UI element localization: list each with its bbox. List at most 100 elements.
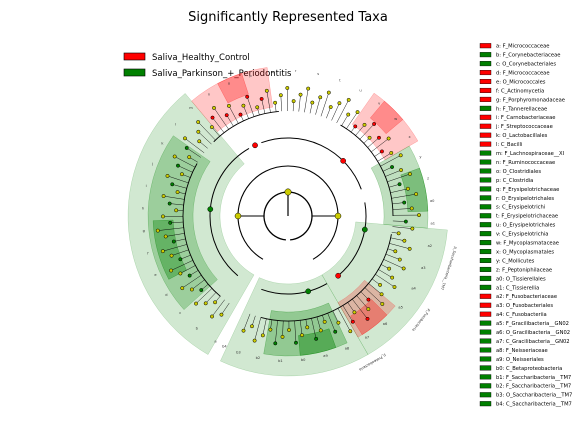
tree-arc xyxy=(182,163,221,297)
taxa-key-swatch xyxy=(479,240,492,246)
leaf-node xyxy=(174,208,179,213)
taxa-key-swatch xyxy=(479,123,492,129)
taxa-key-label: a3: O_Fusobacteriales xyxy=(496,303,553,309)
taxa-key-swatch xyxy=(479,87,492,93)
clade-shade-family xyxy=(350,299,388,336)
tree-branch xyxy=(211,299,225,317)
clade-letter-label: f xyxy=(147,252,149,256)
leaf-node xyxy=(178,271,183,276)
tree-arc xyxy=(260,234,392,322)
clade-letter-label: c xyxy=(179,311,181,315)
tree-branch xyxy=(367,137,380,148)
leaf-node xyxy=(366,297,371,302)
leaf-node xyxy=(167,201,172,206)
clade-shade-class xyxy=(191,67,273,133)
clade-letter-label: v xyxy=(378,101,381,105)
taxa-key-swatch xyxy=(479,275,492,281)
leaf-node xyxy=(168,220,173,225)
clade-shade-class xyxy=(351,92,419,161)
leaf-node xyxy=(273,341,278,346)
legend-label-healthy: Saliva_Healthy_Control xyxy=(152,53,250,63)
tree-branch xyxy=(368,283,382,295)
tree-branch xyxy=(389,243,410,250)
leaf-node xyxy=(189,287,194,292)
leaf-node xyxy=(390,275,395,280)
clade-letter-label: d xyxy=(165,293,167,297)
cladogram-tree xyxy=(155,86,421,346)
tree-branch xyxy=(246,96,255,117)
taxa-key-label: a: F_Micrococcaceae xyxy=(496,44,549,50)
clade-letter-label: b0 xyxy=(301,358,306,362)
taxa-key-label: g: F_Porphyromonadaceae xyxy=(496,97,565,103)
tree-branch xyxy=(387,173,411,183)
leaf-node xyxy=(268,327,273,332)
legend-swatch-healthy xyxy=(123,52,146,61)
leaf-node xyxy=(380,149,384,154)
taxa-key-label: f: C_Actinomycetia xyxy=(496,88,544,94)
taxa-key-label: w: F_Mycoplasmataceae xyxy=(496,241,559,247)
taxa-key-swatch xyxy=(479,96,492,102)
tree-branch xyxy=(300,320,303,336)
leaf-node xyxy=(405,186,410,191)
leaf-node xyxy=(197,139,202,144)
taxa-key-label: k: O_Lactobacillales xyxy=(496,133,548,139)
leaf-node xyxy=(170,182,175,187)
leaf-node xyxy=(397,257,402,262)
leaf-node xyxy=(380,302,385,306)
tree-branch xyxy=(380,155,401,167)
tree-node xyxy=(284,188,292,196)
tree-branch xyxy=(254,317,262,341)
tree-arc xyxy=(261,283,328,295)
taxa-key-swatch xyxy=(479,204,492,210)
leaf-node xyxy=(278,93,283,98)
taxa-key-label: a6: O_Gracilibacteria__GN02 xyxy=(496,330,570,336)
tree-arc xyxy=(261,137,362,190)
leaf-node xyxy=(163,234,168,239)
clade-letter-label: j xyxy=(151,162,153,166)
tree-branch xyxy=(195,288,213,304)
leaf-node xyxy=(165,173,170,178)
taxa-key-swatch xyxy=(479,141,492,147)
leaf-node xyxy=(291,99,296,104)
taxa-key-swatch xyxy=(479,249,492,255)
taxa-key-swatch xyxy=(479,258,492,264)
tree-branch xyxy=(375,274,395,288)
leaf-node xyxy=(187,273,192,278)
tree-branch xyxy=(346,112,358,129)
leaf-node xyxy=(350,319,355,324)
leaf-node xyxy=(372,122,377,126)
tree-branch xyxy=(213,107,229,130)
clade-letter-label: i xyxy=(146,184,147,188)
leaf-node xyxy=(300,333,304,338)
leaf-node xyxy=(212,105,216,110)
clade-letter-label: w xyxy=(394,117,397,121)
tree-branch xyxy=(392,226,413,229)
tree-branch xyxy=(385,169,402,177)
taxa-key-swatch xyxy=(479,383,492,389)
tree-branch xyxy=(315,97,321,115)
tree-branch xyxy=(364,287,383,305)
leaf-node xyxy=(264,88,269,93)
tree-branch xyxy=(392,220,406,222)
tree-branch xyxy=(342,305,353,322)
taxa-key-label: a7: C_Gracilibacteria__GN02 xyxy=(496,339,570,345)
leaf-node xyxy=(389,151,394,155)
tree-branch xyxy=(390,237,405,241)
taxa-key-swatch xyxy=(479,284,492,290)
leaf-node xyxy=(401,266,406,271)
clade-letter-label: k xyxy=(161,142,164,146)
taxa-key-label: y: C_Mollicutes xyxy=(496,258,535,264)
leaf-node xyxy=(196,120,201,124)
taxa-key-label: t: F_Erysipelotrichaceae xyxy=(496,214,558,220)
tree-arc xyxy=(237,165,339,260)
taxa-key-label: i: F_Carnobacteriaceae xyxy=(496,115,555,121)
taxa-key-swatch xyxy=(479,356,492,362)
taxa-key-label: a2: F_Fusobacteriaceae xyxy=(496,294,557,300)
leaf-node xyxy=(250,324,254,329)
taxa-key-label: b: F_Corynebacteriaceae xyxy=(496,53,560,59)
leaf-node xyxy=(417,213,421,218)
tree-node xyxy=(234,212,242,220)
leaf-node xyxy=(362,122,367,127)
clade-letter-label: b3 xyxy=(236,350,241,354)
leaf-node xyxy=(322,319,327,324)
